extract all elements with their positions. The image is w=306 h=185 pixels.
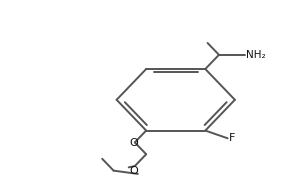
Text: NH₂: NH₂ <box>246 50 266 60</box>
Text: F: F <box>229 133 236 143</box>
Text: O: O <box>129 138 138 148</box>
Text: O: O <box>129 166 138 176</box>
